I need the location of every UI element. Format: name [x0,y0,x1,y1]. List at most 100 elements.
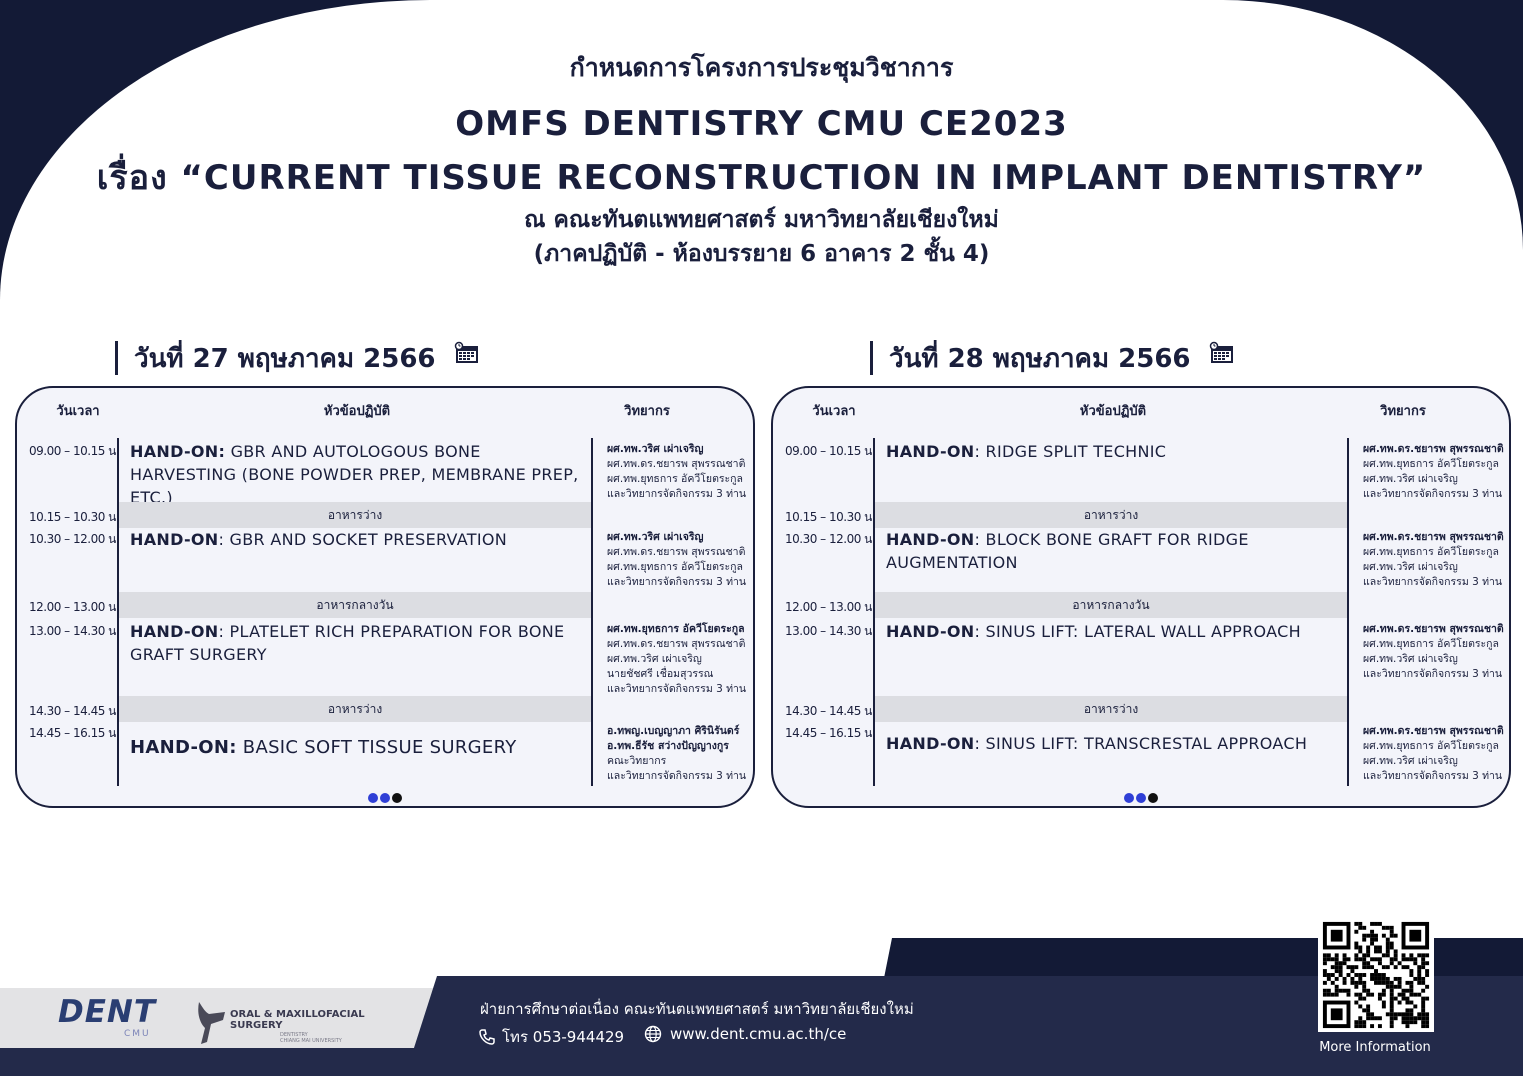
event-title: OMFS DENTISTRY CMU CE2023 [455,104,1068,144]
speaker-name: ผศ.ทพ.ดร.ชยารพ สุพรรณชาติ [607,638,746,650]
pagination-dot[interactable] [368,793,378,803]
speaker-list: ผศ.ทพ.ดร.ชยารพ สุพรรณชาติ ผศ.ทพ.ยุทธการ อ… [1363,622,1513,682]
session-title: : BLOCK BONE GRAFT FOR RIDGE AUGMENTATIO… [886,530,1249,572]
omfs-logo-icon [198,1002,225,1044]
heading-bar [870,341,873,375]
row-time: 12.00 – 13.00 น. [785,600,876,614]
speaker-name: อ.ทพ.ธีรัช สว่างปัญญางกูร [607,740,729,752]
speaker-name: ผศ.ทพ.ยุทธการ อัควีโยตระกูล [1363,546,1499,558]
speaker-name: ผศ.ทพ.วริศ เผ่าเจริญ [1363,755,1458,767]
dent-logo: DENT [58,994,156,1030]
session-prefix: HAND-ON [886,734,975,753]
session-title: GBR AND AUTOLOGOUS BONE HARVESTING (BONE… [130,442,579,507]
break-row: อาหารว่าง [119,502,591,528]
session-prefix: HAND-ON [886,530,975,549]
footer-bottom-strip [0,1048,440,1076]
session-topic: HAND-ON: GBR AND AUTOLOGOUS BONE HARVEST… [130,440,592,509]
schedule-panel-day-2: วันเวลา หัวข้อปฏิบัติ วิทยากร 09.00 – 10.15… [771,386,1511,808]
day-heading-2: วันที่ 28 พฤษภาคม 2566 [870,340,1235,376]
break-label: อาหารว่าง [1083,507,1139,522]
break-row: อาหารกลางวัน [119,592,591,618]
globe-icon [644,1025,662,1043]
session-prefix: HAND-ON [130,622,219,641]
break-label: อาหารว่าง [327,701,383,716]
pagination-dot[interactable] [380,793,390,803]
speaker-name: ผศ.ทพ.ยุทธการ อัควีโยตระกูล [607,623,745,635]
row-time: 13.00 – 14.30 น. [785,624,876,638]
session-title: : GBR AND SOCKET PRESERVATION [218,530,508,549]
day-title: วันที่ 28 พฤษภาคม 2566 [889,343,1191,374]
session-topic: HAND-ON: BASIC SOFT TISSUE SURGERY [130,736,592,759]
department-text: ฝ่ายการศึกษาต่อเนื่อง คณะทันตแพทยศาสตร์ … [480,1000,914,1018]
speaker-list: อ.ทพญ.เบญญาภา ศิรินิรันดร์อ.ทพ.ธีรัช สว่… [607,724,757,784]
omfs-logo-text: ORAL & MAXILLOFACIAL SURGERY [230,1009,365,1031]
phone-contact[interactable]: โทร 053-944429 [478,1025,624,1049]
session-prefix: HAND-ON [886,622,975,641]
qr-code-pattern [1322,921,1430,1029]
speaker-name: ผศ.ทพ.วริศ เผ่าเจริญ [607,653,702,665]
omfs-sub-line2: CHIANG MAI UNIVERSITY [280,1038,342,1044]
speaker-name: ผศ.ทพ.วริศ เผ่าเจริญ [607,531,704,543]
session-prefix: HAND-ON: [130,737,237,758]
break-row: อาหารว่าง [875,696,1347,722]
omfs-logo-line1: ORAL & MAXILLOFACIAL [230,1009,365,1020]
speaker-name: ผศ.ทพ.ยุทธการ อัควีโยตระกูล [1363,638,1499,650]
pagination-dots[interactable] [773,788,1509,803]
omfs-logo-sub: DENTISTRY CHIANG MAI UNIVERSITY [280,1032,342,1044]
session-topic: HAND-ON: PLATELET RICH PREPARATION FOR B… [130,620,592,666]
session-title: : RIDGE SPLIT TECHNIC [974,442,1167,461]
dent-logo-cmu: CMU [124,1029,151,1039]
day-title: วันที่ 27 พฤษภาคม 2566 [134,343,436,374]
session-topic: HAND-ON: SINUS LIFT: TRANSCRESTAL APPROA… [886,732,1348,755]
header-subtitle: กำหนดการโครงการประชุมวิชาการ [569,53,954,82]
speaker-list: ผศ.ทพ.วริศ เผ่าเจริญ ผศ.ทพ.ดร.ชยารพ สุพรร… [607,442,757,502]
row-time: 09.00 – 10.15 น. [785,444,876,458]
column-header-topic: หัวข้อปฏิบัติ [1079,404,1147,419]
pagination-dot[interactable] [392,793,402,803]
day-heading-1: วันที่ 27 พฤษภาคม 2566 [115,340,480,376]
row-time: 10.30 – 12.00 น. [29,532,120,546]
pagination-dot[interactable] [1136,793,1146,803]
pagination-dot[interactable] [1124,793,1134,803]
more-information-label: More Information [1319,1040,1431,1055]
website-link[interactable]: www.dent.cmu.ac.th/ce [644,1025,846,1043]
venue: ณ คณะทันตแพทยศาสตร์ มหาวิทยาลัยเชียงใหม่ [524,207,999,233]
session-title: : SINUS LIFT: TRANSCRESTAL APPROACH [974,734,1308,753]
session-topic: HAND-ON: BLOCK BONE GRAFT FOR RIDGE AUGM… [886,528,1348,574]
session-title: : PLATELET RICH PREPARATION FOR BONE GRA… [130,622,565,664]
row-time: 10.30 – 12.00 น. [785,532,876,546]
break-row: อาหารกลางวัน [875,592,1347,618]
break-label: อาหารว่าง [327,507,383,522]
session-prefix: HAND-ON [886,442,975,461]
session-topic: HAND-ON: GBR AND SOCKET PRESERVATION [130,528,592,551]
speaker-name: ผศ.ทพ.วริศ เผ่าเจริญ [1363,561,1458,573]
speaker-name: ผศ.ทพ.ดร.ชยารพ สุพรรณชาติ [607,546,746,558]
pagination-dot[interactable] [1148,793,1158,803]
phone-icon [479,1029,495,1045]
speaker-name: ผศ.ทพ.วริศ เผ่าเจริญ [607,443,704,455]
row-time: 12.00 – 13.00 น. [29,600,120,614]
speaker-name: และวิทยากรจัดกิจกรรม 3 ท่าน [1363,668,1503,680]
calendar-icon [454,341,478,363]
speaker-name: ผศ.ทพ.ยุทธการ อัควีโยตระกูล [1363,458,1499,470]
row-time: 13.00 – 14.30 น. [29,624,120,638]
speaker-list: ผศ.ทพ.ดร.ชยารพ สุพรรณชาติ ผศ.ทพ.ยุทธการ อ… [1363,530,1513,590]
speaker-list: ผศ.ทพ.ยุทธการ อัควีโยตระกูลผศ.ทพ.ดร.ชยาร… [607,622,757,697]
column-divider [591,438,593,786]
row-time: 14.30 – 14.45 น. [29,704,120,718]
speaker-name: อ.ทพญ.เบญญาภา ศิรินิรันดร์ [607,725,740,737]
row-time: 10.15 – 10.30 น. [785,510,876,524]
column-header-speaker: วิทยากร [1380,404,1426,419]
qr-code[interactable] [1318,918,1434,1032]
speaker-name: และวิทยากรจัดกิจกรรม 3 ท่าน [1363,488,1503,500]
break-row: อาหารว่าง [875,502,1347,528]
omfs-sub-line1: DENTISTRY [280,1032,308,1038]
row-time: 10.15 – 10.30 น. [29,510,120,524]
heading-bar [115,341,118,375]
pagination-dots[interactable] [17,788,753,803]
break-label: อาหารกลางวัน [316,597,394,612]
speaker-list: ผศ.ทพ.วริศ เผ่าเจริญผศ.ทพ.ดร.ชยารพ สุพรร… [607,530,757,590]
speaker-name: และวิทยากรจัดกิจกรรม 3 ท่าน [607,770,747,782]
omfs-logo-line2: SURGERY [230,1020,283,1031]
speaker-name: และวิทยากรจัดกิจกรรม 3 ท่าน [607,488,747,500]
